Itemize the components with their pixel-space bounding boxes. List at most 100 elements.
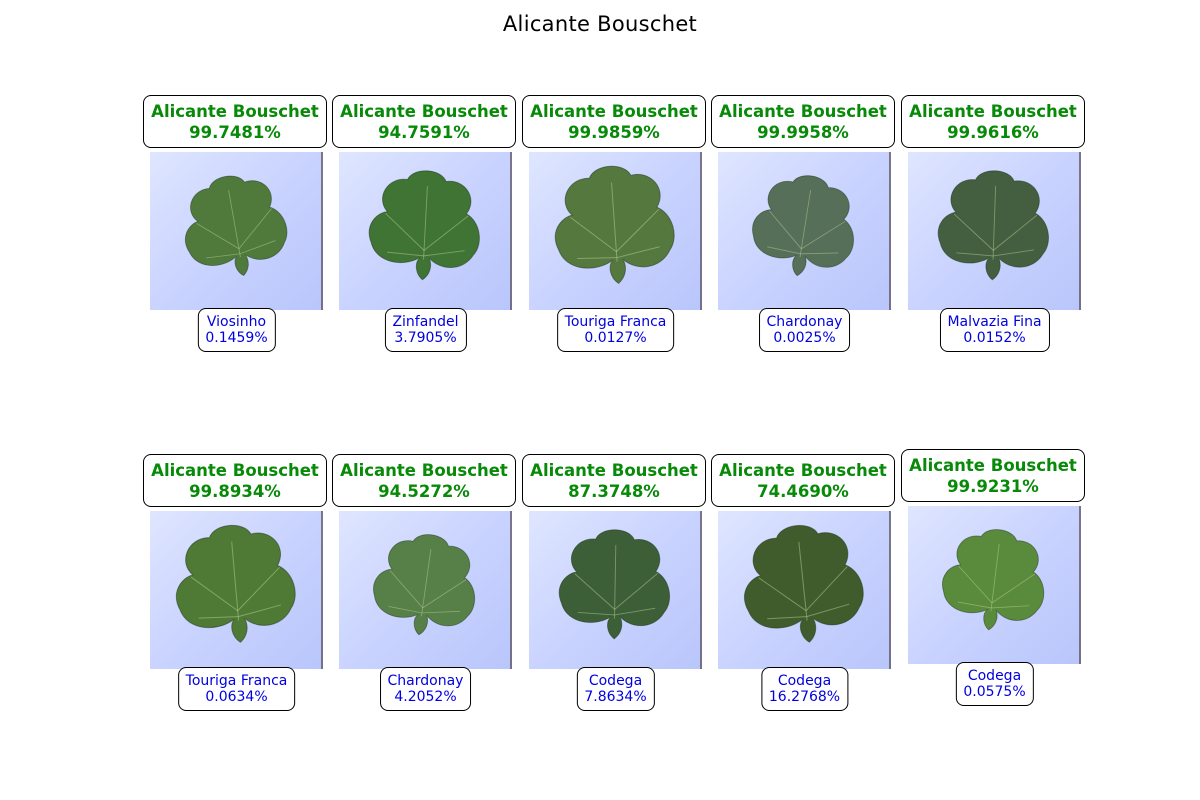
grape-leaf-graphic xyxy=(942,529,1045,631)
top-prediction-percent: 99.9958% xyxy=(757,123,849,142)
top-prediction-label: Alicante Bouschet xyxy=(151,461,319,480)
second-prediction-box: Chardonay 4.2052% xyxy=(379,667,472,711)
second-prediction-box: Viosinho 0.1459% xyxy=(197,308,276,352)
second-prediction-label: Codega xyxy=(777,673,832,689)
top-prediction-label: Alicante Bouschet xyxy=(151,102,319,121)
second-prediction-percent: 0.0152% xyxy=(963,330,1026,346)
top-prediction-box: Alicante Bouschet 99.8934% xyxy=(143,454,327,507)
image-edge xyxy=(321,152,323,310)
second-prediction-percent: 7.8634% xyxy=(584,689,647,705)
leaf-image xyxy=(150,511,323,669)
second-prediction-label: Malvazia Fina xyxy=(947,314,1042,330)
second-prediction-label: Zinfandel xyxy=(392,314,459,330)
prediction-cell: Alicante Bouschet 99.8934% Touriga Franca 0… xyxy=(143,454,327,711)
second-prediction-box: Touriga Franca 0.0127% xyxy=(556,308,675,352)
leaf-image xyxy=(529,152,702,310)
top-prediction-label: Alicante Bouschet xyxy=(530,461,698,480)
top-prediction-label: Alicante Bouschet xyxy=(340,461,508,480)
top-prediction-percent: 99.8934% xyxy=(189,482,281,501)
prediction-cell: Alicante Bouschet 99.9958% Chardonay 0.0025… xyxy=(711,95,895,352)
grape-leaf-graphic xyxy=(368,170,480,281)
leaf-image xyxy=(150,152,323,310)
leaf-image xyxy=(908,506,1081,664)
top-prediction-percent: 99.7481% xyxy=(189,123,281,142)
image-edge xyxy=(1079,506,1081,664)
grape-leaf-graphic xyxy=(554,165,675,284)
second-prediction-percent: 0.1459% xyxy=(205,330,268,346)
grape-leaf-graphic xyxy=(937,170,1049,281)
second-prediction-label: Codega xyxy=(588,673,643,689)
second-prediction-box: Chardonay 0.0025% xyxy=(758,308,851,352)
second-prediction-percent: 0.0127% xyxy=(584,330,647,346)
top-prediction-box: Alicante Bouschet 99.9859% xyxy=(522,95,706,148)
second-prediction-label: Touriga Franca xyxy=(185,673,288,689)
image-edge xyxy=(889,511,891,669)
grape-leaf-graphic xyxy=(558,529,671,640)
image-edge xyxy=(321,511,323,669)
second-prediction-percent: 16.2768% xyxy=(768,689,841,705)
top-prediction-box: Alicante Bouschet 87.3748% xyxy=(522,454,706,507)
prediction-cell: Alicante Bouschet 94.7591% Zinfandel 3.7905… xyxy=(332,95,516,352)
prediction-cell: Alicante Bouschet 99.9616% Malvazia Fina 0.… xyxy=(901,95,1085,352)
second-prediction-percent: 0.0575% xyxy=(963,684,1026,700)
top-prediction-percent: 99.9859% xyxy=(568,123,660,142)
second-prediction-percent: 0.0634% xyxy=(205,689,268,705)
second-prediction-percent: 4.2052% xyxy=(394,689,457,705)
second-prediction-box: Codega 7.8634% xyxy=(576,667,655,711)
top-prediction-box: Alicante Bouschet 99.7481% xyxy=(143,95,327,148)
top-prediction-percent: 74.4690% xyxy=(757,482,849,501)
grape-leaf-graphic xyxy=(185,175,288,277)
prediction-cell: Alicante Bouschet 87.3748% Codega 7.8634% xyxy=(522,454,706,711)
second-prediction-label: Chardonay xyxy=(766,314,843,330)
grape-leaf-graphic xyxy=(752,175,854,277)
second-prediction-percent: 0.0025% xyxy=(773,330,836,346)
image-edge xyxy=(700,152,702,310)
top-prediction-box: Alicante Bouschet 99.9958% xyxy=(711,95,895,148)
top-prediction-label: Alicante Bouschet xyxy=(719,461,887,480)
top-prediction-percent: 99.9231% xyxy=(947,477,1039,496)
top-prediction-label: Alicante Bouschet xyxy=(909,102,1077,121)
second-prediction-box: Codega 16.2768% xyxy=(760,667,849,711)
leaf-image xyxy=(529,511,702,669)
second-prediction-percent: 3.7905% xyxy=(394,330,457,346)
top-prediction-box: Alicante Bouschet 99.9616% xyxy=(901,95,1085,148)
leaf-image xyxy=(718,511,891,669)
second-prediction-label: Chardonay xyxy=(387,673,464,689)
prediction-cell: Alicante Bouschet 99.9231% Codega 0.0575% xyxy=(901,449,1085,706)
prediction-cell: Alicante Bouschet 99.9859% Touriga Franca 0… xyxy=(522,95,706,352)
second-prediction-label: Touriga Franca xyxy=(564,314,667,330)
second-prediction-label: Codega xyxy=(967,668,1022,684)
top-prediction-percent: 87.3748% xyxy=(568,482,660,501)
image-edge xyxy=(510,152,512,310)
second-prediction-box: Touriga Franca 0.0634% xyxy=(177,667,296,711)
top-prediction-label: Alicante Bouschet xyxy=(530,102,698,121)
second-prediction-box: Malvazia Fina 0.0152% xyxy=(939,308,1050,352)
top-prediction-label: Alicante Bouschet xyxy=(340,102,508,121)
top-prediction-label: Alicante Bouschet xyxy=(909,456,1077,475)
prediction-cell: Alicante Bouschet 94.5272% Chardonay 4.2052… xyxy=(332,454,516,711)
top-prediction-box: Alicante Bouschet 94.7591% xyxy=(332,95,516,148)
image-edge xyxy=(700,511,702,669)
top-prediction-percent: 99.9616% xyxy=(947,123,1039,142)
top-prediction-box: Alicante Bouschet 94.5272% xyxy=(332,454,516,507)
leaf-image xyxy=(339,511,512,669)
second-prediction-box: Codega 0.0575% xyxy=(955,662,1034,706)
grape-leaf-graphic xyxy=(744,525,864,643)
top-prediction-box: Alicante Bouschet 99.9231% xyxy=(901,449,1085,502)
leaf-image xyxy=(908,152,1081,310)
prediction-cell: Alicante Bouschet 99.7481% Viosinho 0.1459% xyxy=(143,95,327,352)
grape-leaf-graphic xyxy=(373,534,476,636)
image-edge xyxy=(889,152,891,310)
grape-leaf-graphic xyxy=(175,525,296,643)
second-prediction-box: Zinfandel 3.7905% xyxy=(384,308,467,352)
image-edge xyxy=(1079,152,1081,310)
top-prediction-label: Alicante Bouschet xyxy=(719,102,887,121)
image-edge xyxy=(510,511,512,669)
leaf-image xyxy=(718,152,891,310)
prediction-cell: Alicante Bouschet 74.4690% Codega 16.2768% xyxy=(711,454,895,711)
top-prediction-box: Alicante Bouschet 74.4690% xyxy=(711,454,895,507)
leaf-image xyxy=(339,152,512,310)
top-prediction-percent: 94.5272% xyxy=(378,482,470,501)
figure-title: Alicante Bouschet xyxy=(502,12,698,36)
top-prediction-percent: 94.7591% xyxy=(378,123,470,142)
